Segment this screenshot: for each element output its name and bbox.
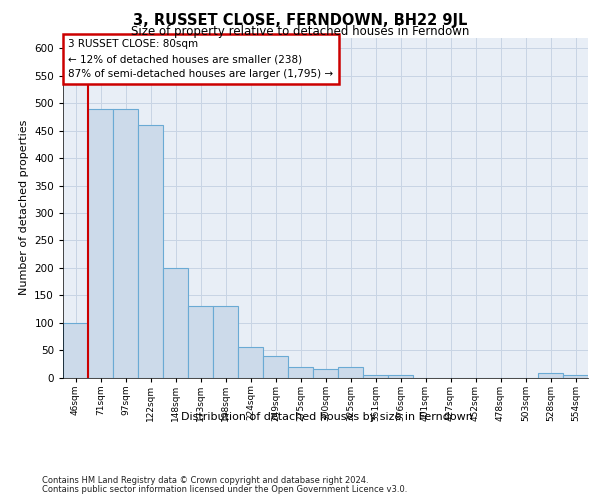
Bar — [63, 322, 88, 378]
Text: Contains public sector information licensed under the Open Government Licence v3: Contains public sector information licen… — [42, 485, 407, 494]
Bar — [238, 348, 263, 378]
Bar — [138, 125, 163, 378]
Y-axis label: Number of detached properties: Number of detached properties — [19, 120, 29, 295]
Bar — [388, 375, 413, 378]
Bar — [163, 268, 188, 378]
Text: Contains HM Land Registry data © Crown copyright and database right 2024.: Contains HM Land Registry data © Crown c… — [42, 476, 368, 485]
Bar — [338, 366, 363, 378]
Bar — [263, 356, 288, 378]
Bar — [288, 366, 313, 378]
Text: Distribution of detached houses by size in Ferndown: Distribution of detached houses by size … — [181, 412, 473, 422]
Bar — [213, 306, 238, 378]
Bar — [188, 306, 213, 378]
Text: 3 RUSSET CLOSE: 80sqm
← 12% of detached houses are smaller (238)
87% of semi-det: 3 RUSSET CLOSE: 80sqm ← 12% of detached … — [68, 39, 334, 79]
Bar — [88, 109, 113, 378]
Text: 3, RUSSET CLOSE, FERNDOWN, BH22 9JL: 3, RUSSET CLOSE, FERNDOWN, BH22 9JL — [133, 12, 467, 28]
Bar — [313, 370, 338, 378]
Bar — [538, 373, 563, 378]
Bar — [563, 375, 588, 378]
Text: Size of property relative to detached houses in Ferndown: Size of property relative to detached ho… — [131, 25, 469, 38]
Bar — [363, 375, 388, 378]
Bar — [113, 109, 138, 378]
